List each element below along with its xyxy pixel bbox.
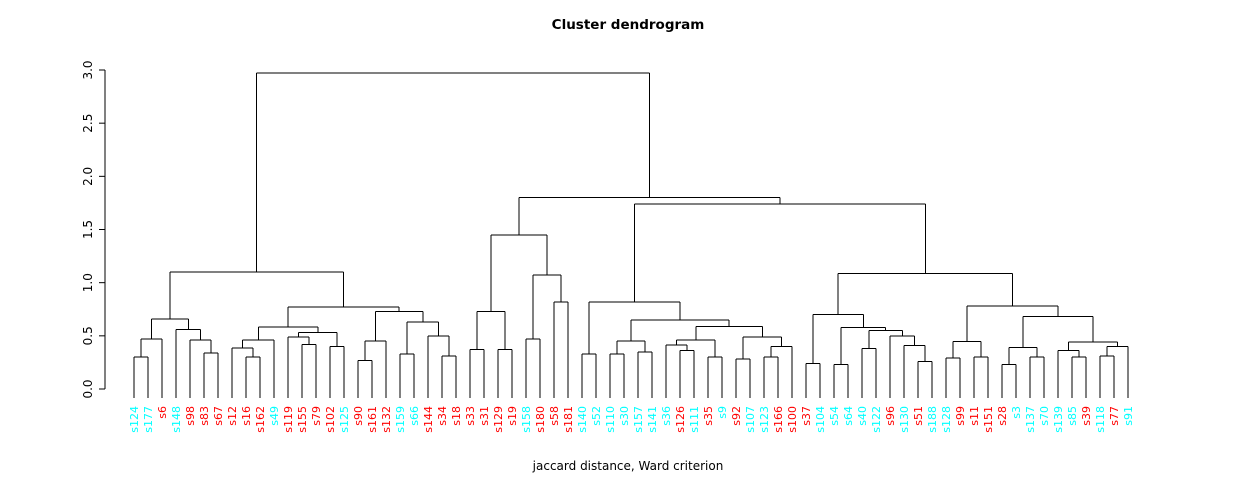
leaf-label: s126 [674, 406, 687, 433]
leaf-label: s83 [198, 406, 211, 426]
leaf-label: s33 [464, 406, 477, 426]
leaf-label: s151 [982, 406, 995, 433]
leaf-label: s159 [394, 406, 407, 433]
leaf-label: s52 [590, 406, 603, 426]
leaf-label: s102 [324, 406, 337, 433]
y-axis-tick-label: 2.0 [81, 167, 95, 186]
leaf-label: s28 [996, 406, 1009, 426]
y-axis-tick-label: 1.5 [81, 220, 95, 239]
leaf-label: s96 [884, 406, 897, 426]
leaf-label: s54 [828, 406, 841, 426]
leaf-label: s144 [422, 406, 435, 433]
leaf-label: s124 [128, 406, 141, 433]
leaf-label: s77 [1108, 406, 1121, 426]
leaf-label: s188 [926, 406, 939, 433]
leaf-label: s79 [310, 406, 323, 426]
y-axis-tick-label: 0.0 [81, 379, 95, 398]
y-axis: 0.0 0.5 1.0 1.5 2.0 2.5 3.0 [81, 60, 106, 399]
leaf-label: s180 [534, 406, 547, 433]
leaf-label: s36 [660, 406, 673, 426]
leaf-label: s125 [338, 406, 351, 433]
leaf-label: s130 [898, 406, 911, 433]
leaf-label: s123 [758, 406, 771, 433]
leaf-label: s3 [1010, 406, 1023, 419]
leaf-label: s100 [786, 406, 799, 433]
y-axis-tick-label: 2.5 [81, 114, 95, 133]
leaf-label: s122 [870, 406, 883, 433]
leaf-label: s31 [478, 406, 491, 426]
leaf-label: s158 [520, 406, 533, 433]
leaf-label: s30 [618, 406, 631, 426]
leaf-label: s70 [1038, 406, 1051, 426]
leaf-label: s37 [800, 406, 813, 426]
leaf-label: s66 [408, 406, 421, 426]
leaf-label: s128 [940, 406, 953, 433]
leaf-label: s166 [772, 406, 785, 433]
leaf-label: s16 [240, 406, 253, 426]
leaf-label: s49 [268, 406, 281, 426]
leaf-label: s40 [856, 406, 869, 426]
leaf-label: s139 [1052, 406, 1065, 433]
dendrogram-tree [133, 72, 1129, 398]
leaf-label: s155 [296, 406, 309, 433]
leaf-label: s148 [170, 406, 183, 433]
leaf-label: s99 [954, 406, 967, 426]
leaf-label: s118 [1094, 406, 1107, 433]
leaf-label: s18 [450, 406, 463, 426]
leaf-label: s157 [632, 406, 645, 433]
leaf-label: s90 [352, 406, 365, 426]
leaf-label: s110 [604, 406, 617, 433]
leaf-label: s141 [646, 406, 659, 433]
leaf-label: s64 [842, 406, 855, 426]
leaf-label: s6 [156, 406, 169, 419]
y-axis-tick-label: 3.0 [81, 60, 95, 79]
leaf-label: s181 [562, 406, 575, 433]
y-axis-tick-label: 1.0 [81, 273, 95, 292]
y-axis-tick-label: 0.5 [81, 326, 95, 345]
leaf-label: s67 [212, 406, 225, 426]
leaf-label: s92 [730, 406, 743, 426]
leaf-label: s107 [744, 406, 757, 433]
leaf-label: s162 [254, 406, 267, 433]
leaf-label: s85 [1066, 406, 1079, 426]
leaf-label: s137 [1024, 406, 1037, 433]
leaf-label: s35 [702, 406, 715, 426]
leaf-label: s39 [1080, 406, 1093, 426]
leaf-label: s9 [716, 406, 729, 419]
leaf-label: s140 [576, 406, 589, 433]
leaf-label: s161 [366, 406, 379, 433]
leaf-label: s34 [436, 406, 449, 426]
leaf-labels: s124 s177 s6 s148 s98 s83 s67 s12 s16 s162 s49 s119… [128, 406, 1135, 433]
leaf-label: s98 [184, 406, 197, 426]
leaf-label: s58 [548, 406, 561, 426]
leaf-label: s129 [492, 406, 505, 433]
leaf-label: s119 [282, 406, 295, 433]
leaf-label: s104 [814, 406, 827, 433]
dendrogram-lines [133, 72, 1129, 398]
leaf-label: s19 [506, 406, 519, 426]
leaf-label: s12 [226, 406, 239, 426]
leaf-label: s177 [142, 406, 155, 433]
leaf-label: s51 [912, 406, 925, 426]
leaf-label: s132 [380, 406, 393, 433]
leaf-label: s11 [968, 406, 981, 426]
chart-subtitle: jaccard distance, Ward criterion [532, 459, 724, 473]
leaf-label: s111 [688, 406, 701, 433]
chart-title: Cluster dendrogram [552, 17, 705, 33]
leaf-label: s91 [1122, 406, 1135, 426]
